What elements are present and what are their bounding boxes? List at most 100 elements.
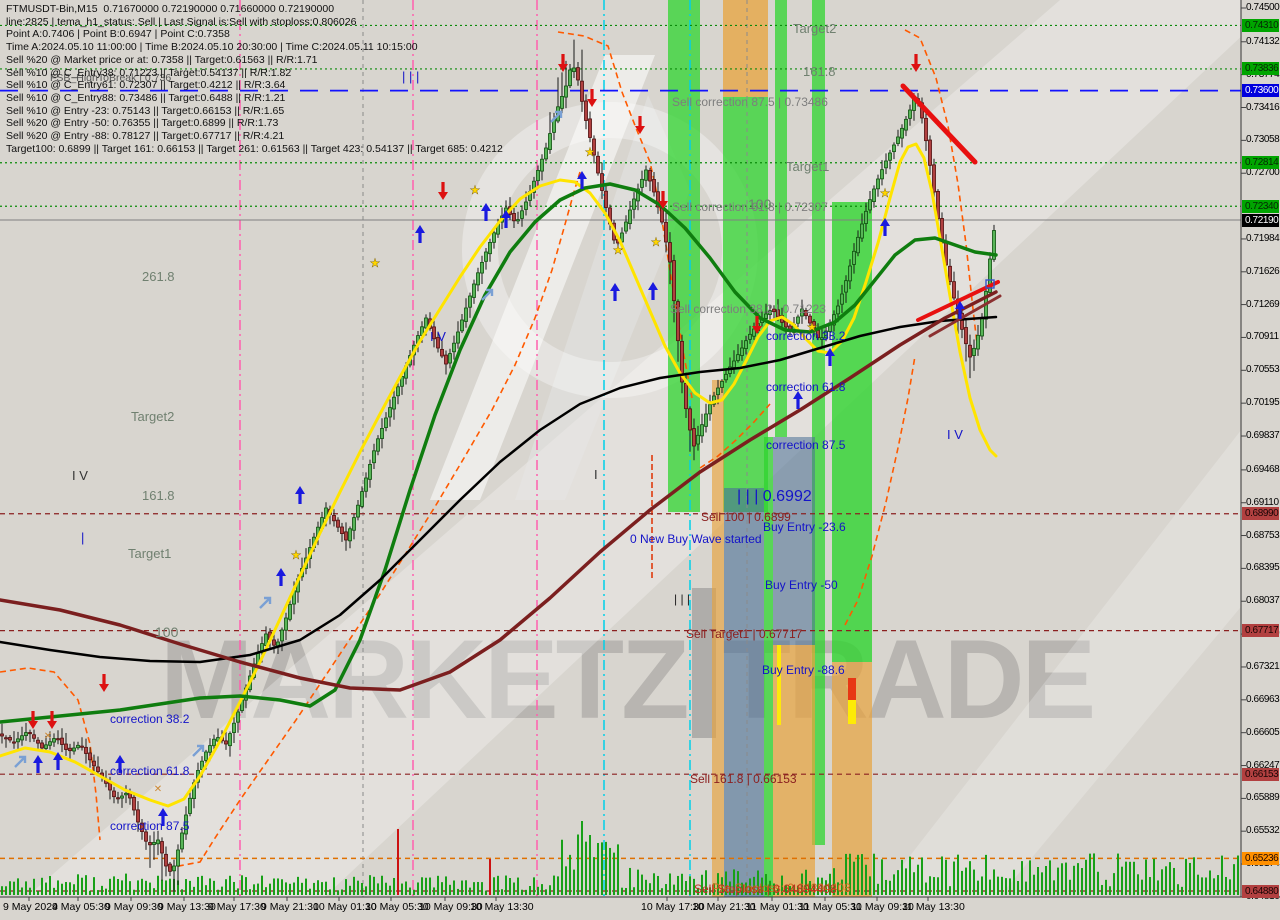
price-tick-label: 0.66963 — [1246, 693, 1280, 705]
chart-annotation-label: correction 87.5 — [766, 438, 846, 452]
buy-arrow-icon — [33, 755, 43, 773]
chart-annotation-label: I V — [947, 427, 963, 442]
trend-lines — [900, 83, 1002, 338]
chart-annotation-label: Sell 100 | 0.6899 — [701, 510, 791, 524]
price-level-label: 0.67717 — [1242, 624, 1279, 638]
info-line: Time A:2024.05.10 11:00:00 | Time B:2024… — [6, 41, 418, 54]
sell-arrow-icon — [438, 182, 448, 200]
sell-arrow-icon — [47, 711, 57, 729]
star-icon: ★ — [585, 145, 596, 159]
price-level-label: 0.72190 — [1242, 213, 1279, 227]
price-tick-label: 0.65889 — [1246, 792, 1280, 804]
chart-annotation-label: I V — [72, 468, 88, 483]
price-tick-label: 0.69110 — [1246, 496, 1279, 508]
info-line: Sell %10 @ C_Entry61: 0.72307 || Target:… — [6, 79, 286, 92]
x-marker-icon: ✕ — [44, 731, 52, 742]
buy-arrow-icon — [648, 282, 658, 300]
sell-arrow-icon — [28, 711, 38, 729]
time-tick-label: 9 May 21:30 — [261, 901, 319, 913]
price-tick-label: 0.68395 — [1246, 562, 1280, 574]
info-line: Target100: 0.6899 || Target 161: 0.66153… — [6, 142, 503, 155]
price-level-label: 0.73600 — [1242, 84, 1279, 98]
info-block: FTMUSDT-Bin,M15 0.71670000 0.72190000 0.… — [6, 3, 503, 155]
info-line: FTMUSDT-Bin,M15 0.71670000 0.72190000 0.… — [6, 3, 335, 15]
time-tick-label: 11 May 09:30 — [851, 901, 914, 913]
price-tick-label: 0.68037 — [1246, 595, 1280, 607]
price-tick-label: 0.73416 — [1246, 101, 1280, 113]
ma-yellow-fast — [0, 142, 998, 808]
ma-maroon — [0, 290, 998, 692]
time-tick-label: 9 May 13:30 — [158, 901, 216, 913]
chart-annotation-label: I V — [430, 329, 446, 344]
volume-bars — [1, 821, 1239, 895]
price-tick-label: 0.66247 — [1246, 759, 1280, 771]
chart-annotation-label: 161.8 — [142, 488, 175, 503]
price-level-label: 0.66153 — [1242, 767, 1279, 781]
buy-arrow-icon — [276, 568, 286, 586]
buy-arrow-icon — [880, 218, 890, 236]
sell-arrow-icon — [587, 89, 597, 107]
time-tick-label: 9 May 17:30 — [208, 901, 266, 913]
chart-annotation-label: correction 87.5 — [110, 819, 190, 833]
price-axis[interactable]: 0.745000.741320.737740.734160.730580.727… — [1241, 0, 1280, 902]
info-line: Sell %10 @ C_Entry38: 0.71223 || Target:… — [6, 66, 292, 79]
buy-arrow-icon — [415, 225, 425, 243]
chart-annotation-label: FSB_HighToBreak | 0.736 — [50, 72, 172, 84]
time-tick-label: 10 May 09:30 — [419, 901, 483, 913]
star-icon: ★ — [613, 243, 624, 257]
diagonal-arrow-icon — [192, 744, 205, 757]
buy-arrow-icon — [501, 210, 511, 228]
buy-arrow-icon — [115, 755, 125, 773]
price-tick-label: 0.68753 — [1246, 529, 1280, 541]
diagonal-arrow-icon — [14, 755, 27, 768]
diagonal-arrow-icon — [259, 596, 272, 609]
time-tick-label: 9 May 09:30 — [105, 901, 163, 913]
price-level-label: 0.74310 — [1242, 18, 1279, 32]
chart-annotation-label: correction 61.8 — [110, 764, 190, 778]
info-line: Sell %10 @ C_Entry88: 0.73486 || Target:… — [6, 91, 286, 104]
chart-annotation-label: correction 61.8 — [766, 380, 846, 394]
chart-annotation-label: Target2 — [131, 409, 175, 424]
diagonal-arrow-icon — [550, 110, 563, 123]
star-icon: ★ — [370, 256, 381, 270]
chart-annotation-label: I — [594, 467, 598, 482]
buy-arrow-icon — [158, 808, 168, 826]
time-tick-label: 9 May 2024 — [3, 901, 58, 913]
price-level-label: 0.72814 — [1242, 156, 1279, 170]
price-tick-label: 0.73058 — [1246, 134, 1280, 146]
price-tick-label: 0.70553 — [1246, 364, 1280, 376]
price-tick-label: 0.71269 — [1246, 298, 1280, 310]
price-tick-label: 0.69468 — [1246, 463, 1280, 475]
chart-annotation-label: Sell correction 87.5 | 0.73486 — [672, 95, 828, 109]
sell-arrow-icon — [911, 54, 921, 72]
price-tick-label: 0.74500 — [1246, 2, 1280, 13]
buy-arrow-icon — [955, 301, 965, 319]
time-axis[interactable]: 9 May 2024 9 May 05:30 9 May 09:30 9 May 13… — [0, 897, 1280, 920]
chart-annotation-label: Buy Entry -50 — [765, 578, 838, 592]
sell-arrow-icon — [635, 116, 645, 134]
markers: ★ ★ ★ ★ ★ ★ ★ ★ ✕ ✕ — [14, 54, 995, 826]
price-level-label: 0.72340 — [1242, 199, 1279, 213]
time-tick-label: 10 May 21:30 — [692, 901, 756, 913]
sell-arrow-icon — [558, 54, 568, 72]
chart-annotation-label: 100 — [748, 196, 772, 212]
moving-averages — [0, 142, 998, 808]
chart-annotation-label: | | | 0.6992 — [737, 488, 812, 505]
price-tick-label: 0.74132 — [1246, 35, 1280, 47]
chart-annotation-label: Pre-Stoploss: 0.64894408 — [712, 881, 851, 895]
star-icon: ★ — [291, 548, 302, 562]
chart-annotation-label: Target1 — [128, 546, 172, 561]
star-icon: ★ — [880, 186, 891, 200]
buy-arrow-icon — [481, 203, 491, 221]
time-tick-label: 10 May 01:30 — [313, 901, 377, 913]
buy-arrow-icon — [53, 752, 63, 770]
vertical-lines — [239, 0, 748, 897]
chart-annotation-label: Buy Entry -88.6 — [762, 663, 845, 677]
price-level-label: 0.65236 — [1242, 851, 1279, 865]
chart-annotation-label: | | | — [674, 592, 691, 606]
info-line: Sell %10 @ Entry -23: 0.75143 || Target:… — [6, 104, 285, 117]
info-line: Sell %20 @ Market price or at: 0.7358 ||… — [6, 53, 318, 66]
